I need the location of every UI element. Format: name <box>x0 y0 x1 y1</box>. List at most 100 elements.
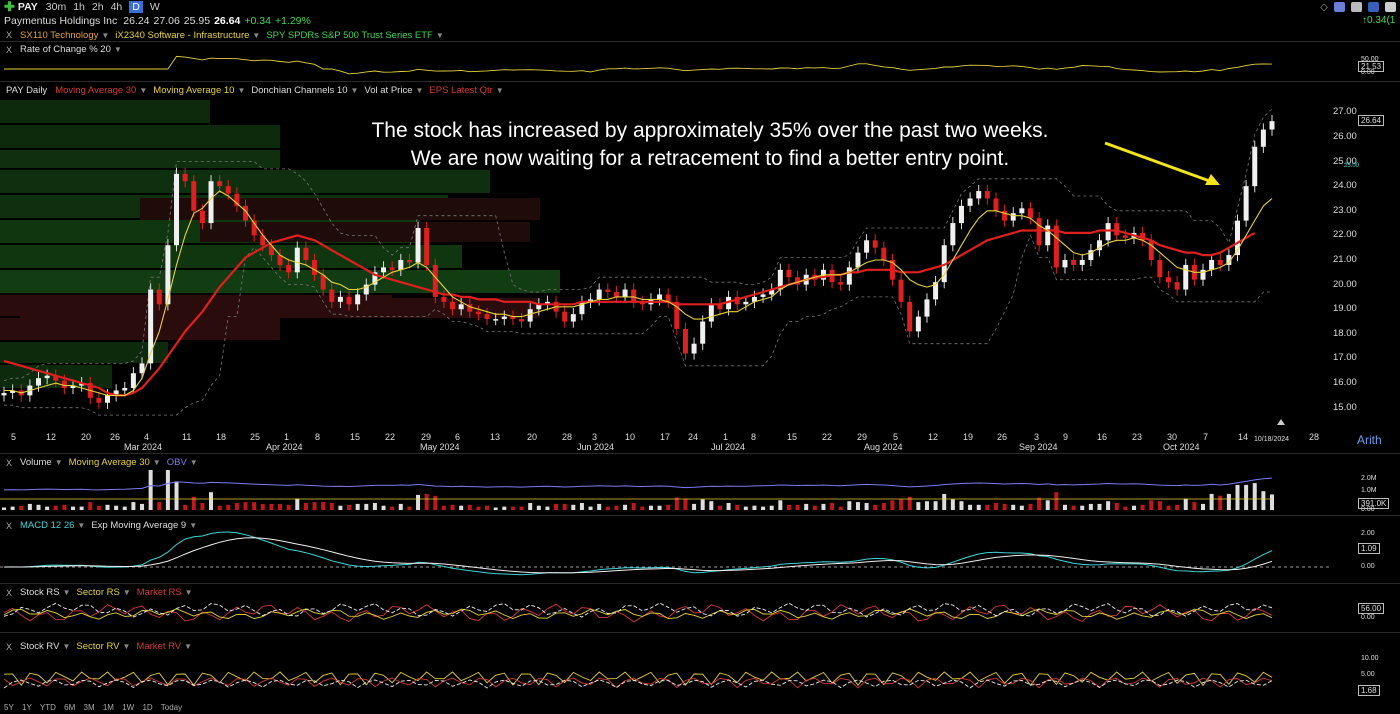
dropdown-icon[interactable]: ▼ <box>252 30 261 40</box>
ma30-label[interactable]: Moving Average 30 <box>55 85 137 96</box>
stock-rs-label[interactable]: Stock RS <box>20 587 60 598</box>
roc-label-row: X Rate of Change % 20 ▼ <box>0 44 128 55</box>
candle-body <box>475 311 481 315</box>
vap-label[interactable]: Vol at Price <box>364 85 413 96</box>
month-label: Sep 2024 <box>1019 442 1058 452</box>
last-price: 26.64 <box>214 15 241 27</box>
range-1d[interactable]: 1D <box>142 703 153 712</box>
volume-bar <box>226 504 231 510</box>
candle-body <box>44 375 50 379</box>
compare-market[interactable]: SPY SPDRs S&P 500 Trust Series ETF <box>266 29 433 41</box>
price-tick: 16.00 <box>1333 377 1357 389</box>
dropdown-icon[interactable]: ▼ <box>152 458 161 467</box>
scale-mode[interactable]: Arith <box>1357 433 1382 447</box>
dropdown-icon[interactable]: ▼ <box>101 30 110 40</box>
chevron-up-icon[interactable]: ◇ <box>1320 2 1328 13</box>
close-icon[interactable]: X <box>6 30 13 40</box>
symbol-input[interactable]: PAY <box>17 1 38 13</box>
dropdown-icon[interactable]: ▼ <box>184 642 193 651</box>
market-rs-label[interactable]: Market RS <box>136 587 182 598</box>
dropdown-icon[interactable]: ▼ <box>113 45 122 54</box>
dropdown-icon[interactable]: ▼ <box>184 588 193 597</box>
volume-bar <box>96 505 101 510</box>
timeframe-daily[interactable]: D <box>129 1 143 13</box>
candle-body <box>1174 282 1180 290</box>
ma10-label[interactable]: Moving Average 10 <box>153 85 235 96</box>
candle-body <box>734 296 740 305</box>
volume-bar <box>1252 483 1257 510</box>
range-6m[interactable]: 6M <box>64 703 76 712</box>
range-1w[interactable]: 1W <box>122 703 135 712</box>
stock-rv-label[interactable]: Stock RV <box>20 641 60 652</box>
macd-signal-label[interactable]: Exp Moving Average 9 <box>91 520 187 531</box>
toolbar-icon-2[interactable] <box>1351 2 1362 12</box>
range-3m[interactable]: 3M <box>83 703 95 712</box>
range-1m[interactable]: 1M <box>102 703 114 712</box>
divider <box>0 81 1400 82</box>
dropdown-icon[interactable]: ▼ <box>122 642 131 651</box>
sector-rs-label[interactable]: Sector RS <box>76 587 120 598</box>
market-rv-label[interactable]: Market RV <box>136 641 182 652</box>
timeframe-30m[interactable]: 30m <box>45 1 67 13</box>
close-icon[interactable]: X <box>6 587 13 598</box>
obv-label[interactable]: OBV <box>166 457 187 468</box>
dropdown-icon[interactable]: ▼ <box>415 86 424 95</box>
candle-body <box>519 319 525 322</box>
timeframe-weekly[interactable]: W <box>149 1 160 13</box>
toolbar-icon-3[interactable] <box>1368 2 1379 12</box>
donchian-label[interactable]: Donchian Channels 10 <box>251 85 348 96</box>
roc-label[interactable]: Rate of Change % 20 <box>20 44 111 55</box>
volume-bar <box>847 501 852 510</box>
range-5y[interactable]: 5Y <box>4 703 14 712</box>
eps-label[interactable]: EPS Latest Qtr <box>429 85 493 96</box>
timeframe-4h[interactable]: 4h <box>110 1 123 13</box>
volume-bar <box>1192 502 1197 510</box>
dropdown-icon[interactable]: ▼ <box>237 86 246 95</box>
dropdown-icon[interactable]: ▼ <box>122 588 131 597</box>
close-icon[interactable]: X <box>6 520 13 531</box>
dropdown-icon[interactable]: ▼ <box>62 642 71 651</box>
toolbar-icon-1[interactable] <box>1334 2 1345 12</box>
main-chart-label[interactable]: PAY Daily <box>6 85 48 96</box>
dropdown-icon[interactable]: ▼ <box>62 588 71 597</box>
close-icon[interactable]: X <box>6 457 13 468</box>
volume-bar <box>830 503 835 510</box>
dropdown-icon[interactable]: ▼ <box>189 521 198 530</box>
dropdown-icon[interactable]: ▼ <box>495 86 504 95</box>
volume-bar <box>907 496 912 510</box>
month-label: Jun 2024 <box>577 442 615 452</box>
macd-label[interactable]: MACD 12 26 <box>20 520 75 531</box>
range-ytd[interactable]: YTD <box>39 703 56 712</box>
range-1y[interactable]: 1Y <box>22 703 32 712</box>
sector-rv-label[interactable]: Sector RV <box>76 641 120 652</box>
dropdown-icon[interactable]: ▼ <box>77 521 86 530</box>
volume-bar <box>528 503 533 510</box>
compare-sector[interactable]: SX110 Technology <box>20 29 99 41</box>
dropdown-icon[interactable]: ▼ <box>54 458 63 467</box>
candle-body <box>846 267 852 285</box>
timeframe-1h[interactable]: 1h <box>73 1 85 13</box>
candle-body <box>182 173 188 182</box>
close-icon[interactable]: X <box>6 641 13 652</box>
dropdown-icon[interactable]: ▼ <box>189 458 198 467</box>
dropdown-icon[interactable]: ▼ <box>350 86 359 95</box>
moving-averages <box>3 190 1273 397</box>
timeframe-2h[interactable]: 2h <box>91 1 104 13</box>
close-icon[interactable]: X <box>6 44 13 55</box>
price-tick: 22.00 <box>1333 229 1357 241</box>
range-today[interactable]: Today <box>160 703 183 712</box>
volume-ma-label[interactable]: Moving Average 30 <box>68 457 150 468</box>
date-tick: 19 <box>963 432 974 442</box>
add-symbol-icon[interactable]: ✚ <box>4 0 15 14</box>
toolbar: ✚ PAY 30m 1h 2h 4h D W <box>0 0 1400 14</box>
volume-label[interactable]: Volume <box>20 457 52 468</box>
volume-bar <box>666 504 671 510</box>
volume-bar <box>441 505 446 510</box>
dropdown-icon[interactable]: ▼ <box>435 30 444 40</box>
dropdown-icon[interactable]: ▼ <box>139 86 148 95</box>
toolbar-icon-4[interactable] <box>1385 2 1396 12</box>
vap-band <box>140 198 540 220</box>
volume-bar <box>286 504 291 510</box>
compare-industry[interactable]: iX2340 Software - Infrastructure <box>115 29 250 41</box>
right-change: ↑0.34(1 <box>1362 15 1395 26</box>
